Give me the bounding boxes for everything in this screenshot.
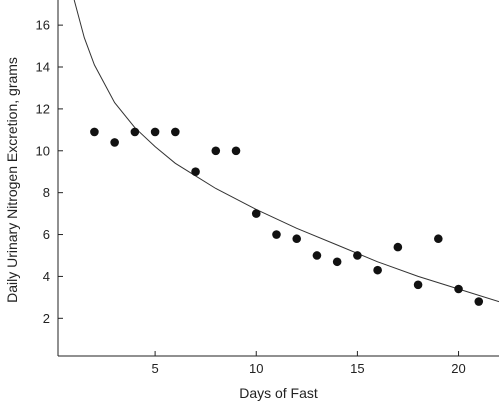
data-point — [171, 127, 180, 137]
data-point — [292, 234, 302, 244]
y-tick-label: 14 — [36, 60, 50, 75]
y-tick-label: 6 — [43, 227, 50, 242]
data-point — [413, 280, 423, 290]
plot-area: 2 4 6 8 10 12 14 16 5 10 15 20 — [36, 0, 499, 376]
y-axis-label: Daily Urinary Nitrogen Excretion, grams — [4, 57, 20, 303]
data-point — [211, 146, 221, 156]
data-point — [251, 209, 261, 218]
data-point — [454, 284, 463, 294]
data-point — [332, 257, 342, 267]
data-point — [393, 242, 403, 252]
x-tick-label: 15 — [350, 361, 364, 376]
x-tick-label: 5 — [151, 361, 158, 376]
data-point — [110, 138, 119, 147]
y-tick-label: 16 — [36, 18, 50, 33]
data-point — [272, 230, 281, 239]
y-tick-label: 8 — [43, 185, 50, 200]
x-tick-label: 20 — [451, 361, 465, 376]
data-point — [191, 167, 200, 177]
data-point — [312, 251, 322, 260]
y-tick-label: 4 — [43, 269, 50, 284]
data-point — [130, 127, 140, 137]
x-axis-label: Days of Fast — [239, 385, 318, 401]
data-point — [150, 127, 160, 137]
trend-curve — [73, 0, 499, 303]
data-point — [474, 297, 484, 306]
data-point — [434, 234, 443, 244]
y-tick-label: 10 — [36, 143, 50, 158]
y-tick-label: 12 — [36, 101, 50, 116]
data-point — [231, 146, 241, 156]
y-tick-label: 2 — [43, 311, 50, 326]
data-point — [373, 265, 382, 275]
x-tick-label: 10 — [249, 361, 263, 376]
data-point — [90, 127, 99, 137]
data-point — [353, 251, 362, 260]
